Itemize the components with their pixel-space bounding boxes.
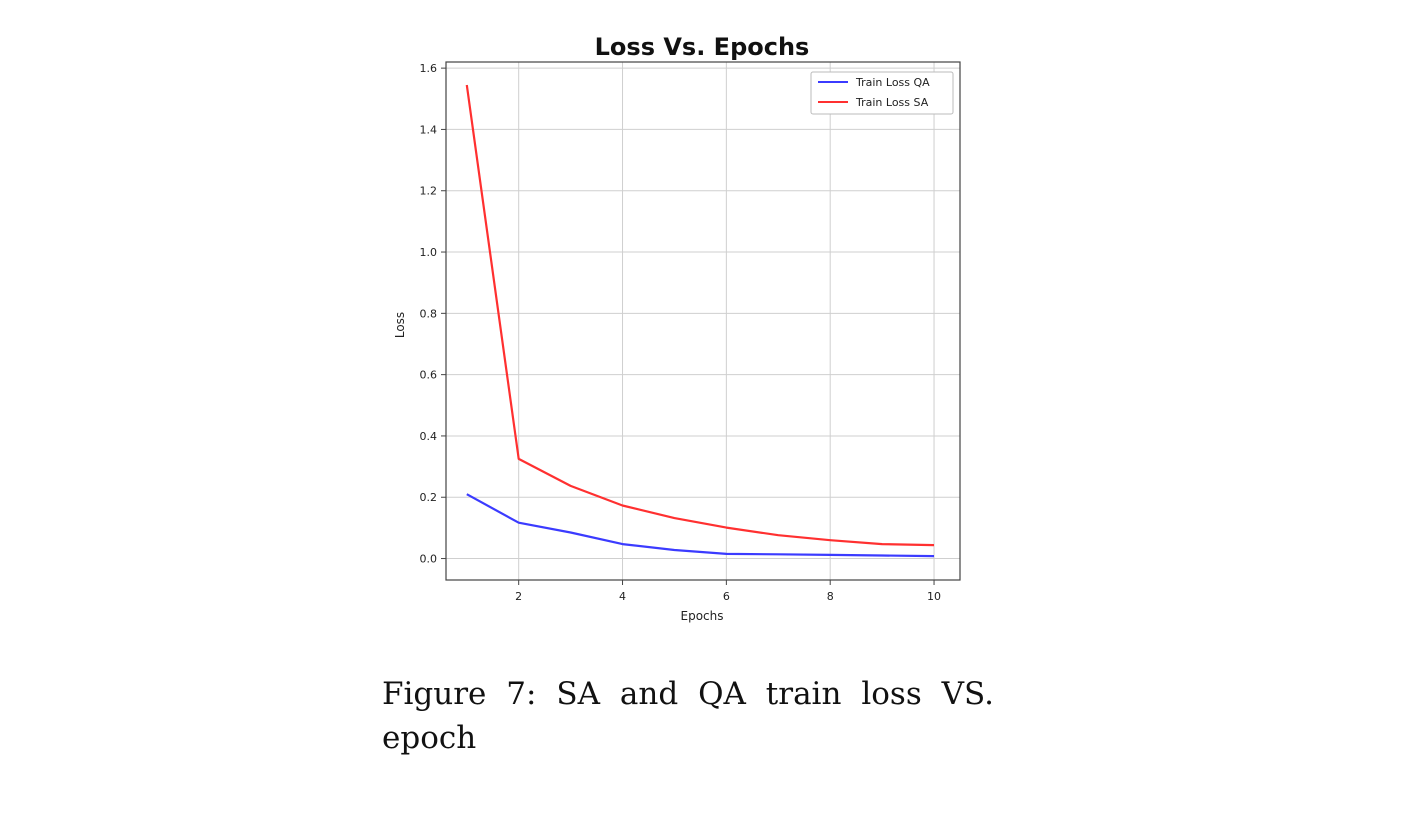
series-line-train-loss-qa xyxy=(466,493,935,558)
loss-chart: 2 4 6 8 10 0.0 0.2 0.4 0.6 0.8 1.0 1.2 1.4 1.6 Loss V… xyxy=(393,33,961,623)
legend-label-sa: Train Loss SA xyxy=(855,96,929,109)
x-axis-label: Epochs xyxy=(681,609,724,623)
grid-lines xyxy=(446,62,960,580)
x-tick-label: 8 xyxy=(827,590,834,603)
x-tick-label: 4 xyxy=(619,590,626,603)
y-tick-label: 1.2 xyxy=(420,185,438,198)
y-tick-label: 1.0 xyxy=(420,246,438,259)
x-tick-label: 6 xyxy=(723,590,730,603)
caption-line-2: epoch xyxy=(382,720,477,756)
series-lines xyxy=(465,84,935,558)
y-tick-label: 1.6 xyxy=(420,62,438,75)
axis-ticks: 2 4 6 8 10 0.0 0.2 0.4 0.6 0.8 1.0 1.2 1.4 1.6 xyxy=(420,62,942,603)
chart-title: Loss Vs. Epochs xyxy=(595,33,810,61)
figure-caption: Figure 7: SA and QA train loss VS. epoch xyxy=(382,672,994,760)
y-tick-label: 1.4 xyxy=(420,123,438,136)
plot-frame xyxy=(445,61,961,581)
y-tick-label: 0.0 xyxy=(420,553,438,566)
y-axis-label: Loss xyxy=(393,312,407,338)
y-tick-label: 0.8 xyxy=(420,307,438,320)
y-tick-label: 0.6 xyxy=(420,369,438,382)
legend-label-qa: Train Loss QA xyxy=(855,76,930,89)
legend: Train Loss QA Train Loss SA xyxy=(810,71,954,115)
caption-line-1: Figure 7: SA and QA train loss VS. xyxy=(382,676,994,712)
x-tick-label: 2 xyxy=(515,590,522,603)
series-line-train-loss-sa xyxy=(465,84,935,547)
y-tick-label: 0.2 xyxy=(420,491,438,504)
y-tick-label: 0.4 xyxy=(420,430,438,443)
x-tick-label: 10 xyxy=(927,590,941,603)
